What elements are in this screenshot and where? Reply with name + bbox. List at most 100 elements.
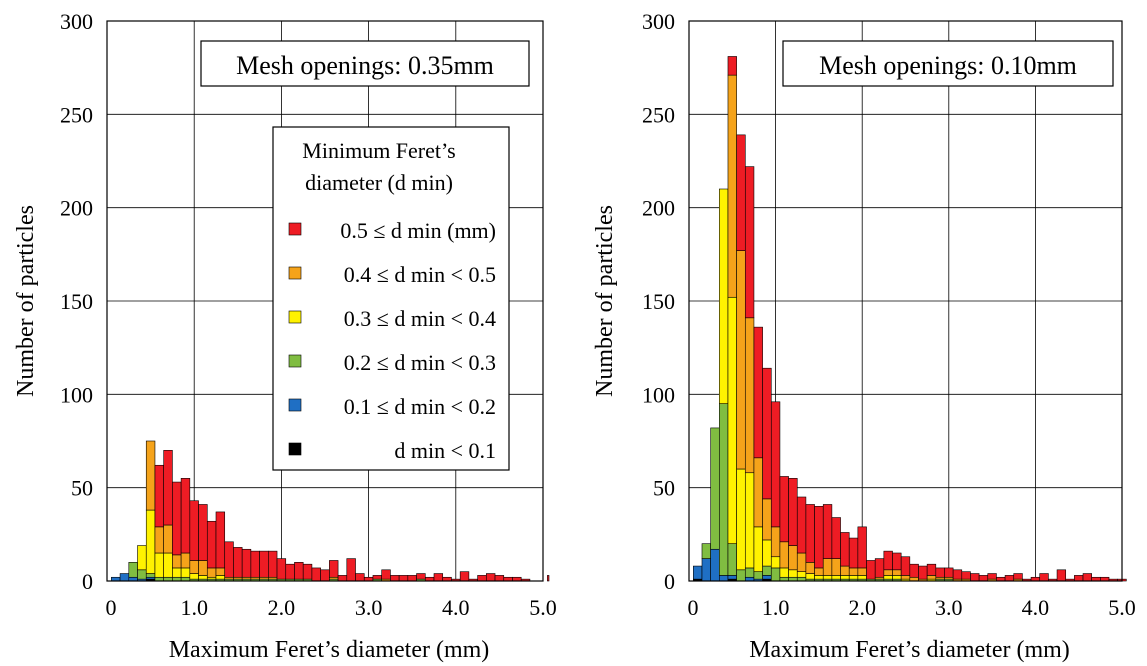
left-bar-segment-ge-0-5	[407, 575, 417, 582]
left-plot-frame	[106, 20, 544, 582]
legend-label-lt-0-1: d min < 0.1	[394, 438, 496, 463]
left-bar-segment-ge-0-5	[241, 548, 252, 578]
left-y-tick-label: 250	[60, 102, 93, 127]
right-bar-segment-r-0-2-0-3	[719, 403, 729, 576]
legend-title-line2: diameter (d min)	[305, 170, 453, 195]
left-y-tick-labels: 0 50 100 150 200 250 300	[60, 9, 93, 594]
left-bar-segment-ge-0-5	[547, 575, 550, 582]
left-bar-segment-r-0-4-0-5	[198, 560, 208, 576]
right-x-tick-label: 1.0	[762, 595, 790, 620]
right-bar-segment-ge-0-5	[736, 134, 746, 251]
left-x-tick-label: 5.0	[529, 595, 557, 620]
right-bar-segment-ge-0-5	[987, 573, 997, 580]
left-bar-segment-ge-0-5	[329, 560, 339, 578]
right-bar-segment-ge-0-5	[961, 571, 971, 580]
right-y-axis-label: Number of particles	[592, 205, 618, 397]
right-bar-segment-r-0-2-0-3	[762, 565, 772, 576]
left-bar-segment-r-0-3-0-4	[198, 575, 208, 580]
right-x-tick-label: 0	[688, 595, 699, 620]
left-x-axis-label: Maximum Feret’s diameter (mm)	[169, 637, 490, 663]
legend-swatch-r-0-1-0-2	[288, 398, 302, 412]
left-y-tick-label: 50	[71, 476, 93, 501]
left-x-tick-label: 4.0	[442, 595, 470, 620]
right-bar-segment-r-0-3-0-4	[831, 575, 841, 580]
right-bar-segment-r-0-3-0-4	[857, 575, 867, 580]
right-bar-segment-r-0-3-0-4	[788, 569, 798, 578]
right-bar-segment-r-0-1-0-2	[762, 575, 772, 580]
left-bar-segment-r-0-4-0-5	[154, 526, 164, 554]
left-bar-segment-ge-0-5	[416, 573, 426, 580]
left-bar-segment-r-0-3-0-4	[189, 573, 199, 580]
right-bar-segment-ge-0-5	[874, 558, 885, 578]
right-bar-segment-r-0-2-0-3	[753, 571, 763, 580]
right-bar-segment-ge-0-5	[883, 550, 893, 571]
left-bar-segment-r-0-3-0-4	[180, 567, 191, 578]
right-bar-segment-r-0-1-0-2	[710, 548, 720, 582]
left-bar-segment-ge-0-5	[459, 571, 470, 582]
chart-left-mesh-0-35mm: 0 50 100 150 200 250 300 0 1.0 2.0 3.0 4.0 5.0 Numb…	[13, 9, 557, 663]
left-x-tick-labels: 0 1.0 2.0 3.0 4.0 5.0	[106, 595, 557, 620]
right-bar-segment-ge-0-5	[770, 401, 781, 528]
right-bar-segment-r-0-3-0-4	[883, 575, 893, 580]
left-bar-segment-r-0-2-0-3	[137, 569, 147, 580]
chart-right-mesh-0-10mm: 0 50 100 150 200 250 300 0 1.0 2.0 3.0 4.0 5.0 Numb…	[592, 9, 1136, 663]
right-bar-segment-ge-0-5	[744, 166, 755, 319]
right-bar-segment-ge-0-5	[978, 575, 989, 582]
right-bar-segment-ge-0-5	[1056, 569, 1067, 582]
right-bar-segment-r-0-3-0-4	[779, 567, 789, 578]
left-y-tick-label: 200	[60, 196, 93, 221]
right-bar-segment-ge-0-5	[840, 532, 850, 567]
right-bar-segment-r-0-4-0-5	[744, 317, 755, 474]
left-bar-segment-ge-0-5	[259, 550, 269, 578]
left-bar-segment-r-0-4-0-5	[163, 524, 173, 554]
right-bar-segment-r-0-4-0-5	[848, 567, 859, 576]
right-y-tick-label: 250	[642, 102, 675, 127]
left-bar-segment-ge-0-5	[398, 575, 409, 582]
right-bar-segment-r-0-4-0-5	[831, 558, 841, 576]
legend: Minimum Feret’s diameter (d min) 0.5 ≤ d…	[272, 126, 510, 471]
right-bar-segment-ge-0-5	[1039, 573, 1049, 582]
right-title-box: Mesh openings: 0.10mm	[782, 40, 1114, 87]
right-bar-segment-ge-0-5	[814, 506, 824, 569]
left-bar-segment-r-0-4-0-5	[180, 552, 191, 569]
right-bar-segment-r-0-4-0-5	[788, 545, 798, 571]
left-bar-segment-r-0-4-0-5	[145, 440, 156, 511]
right-y-tick-label: 150	[642, 289, 675, 314]
left-bar-segment-ge-0-5	[180, 478, 191, 554]
right-x-tick-label: 4.0	[1022, 595, 1050, 620]
left-y-tick-label: 0	[82, 569, 93, 594]
left-bar-segment-ge-0-5	[433, 573, 444, 582]
right-bar-segment-r-0-4-0-5	[779, 541, 789, 569]
left-bar-segment-ge-0-5	[154, 464, 164, 528]
right-bar-segment-r-0-3-0-4	[770, 556, 781, 569]
legend-label-r-0-2-0-3: 0.2 ≤ d min < 0.3	[344, 350, 496, 375]
right-bar-segment-r-0-3-0-4	[753, 526, 763, 572]
left-bar-segment-r-0-4-0-5	[172, 554, 182, 569]
left-bar-segment-ge-0-5	[477, 575, 487, 582]
right-bar-segment-ge-0-5	[727, 56, 737, 76]
legend-label-r-0-3-0-4: 0.3 ≤ d min < 0.4	[344, 306, 496, 331]
right-chart-title: Mesh openings: 0.10mm	[819, 51, 1077, 80]
right-bar-segment-ge-0-5	[1013, 573, 1023, 580]
right-bar-segment-r-0-4-0-5	[727, 74, 737, 298]
left-bar-segment-ge-0-5	[163, 450, 173, 526]
right-bar-segment-ge-0-5	[831, 517, 841, 559]
left-bar-segment-ge-0-5	[224, 541, 234, 578]
right-y-tick-label: 200	[642, 196, 675, 221]
legend-label-r-0-1-0-2: 0.1 ≤ d min < 0.2	[344, 394, 496, 419]
right-bar-segment-r-0-4-0-5	[796, 552, 807, 572]
right-bar-segment-r-0-2-0-3	[770, 567, 781, 582]
left-bar-segment-r-0-2-0-3	[145, 573, 156, 578]
right-bar-segment-r-0-4-0-5	[926, 575, 937, 580]
right-bar-segment-r-0-4-0-5	[736, 250, 746, 470]
right-bar-segment-r-0-1-0-2	[719, 575, 729, 582]
right-bar-segment-r-0-3-0-4	[892, 575, 902, 580]
right-bar-segment-r-0-2-0-3	[701, 543, 711, 559]
right-bar-segment-r-0-4-0-5	[762, 498, 772, 541]
right-bar-segment-r-0-2-0-3	[710, 427, 720, 550]
legend-items: 0.5 ≤ d min (mm) 0.4 ≤ d min < 0.5 0.3 ≤ d…	[288, 218, 496, 463]
right-bar-segment-r-0-2-0-3	[744, 567, 755, 578]
right-x-axis-label: Maximum Feret’s diameter (mm)	[749, 637, 1070, 663]
left-bar-segment-ge-0-5	[486, 573, 496, 582]
right-bar-segment-ge-0-5	[926, 563, 937, 576]
